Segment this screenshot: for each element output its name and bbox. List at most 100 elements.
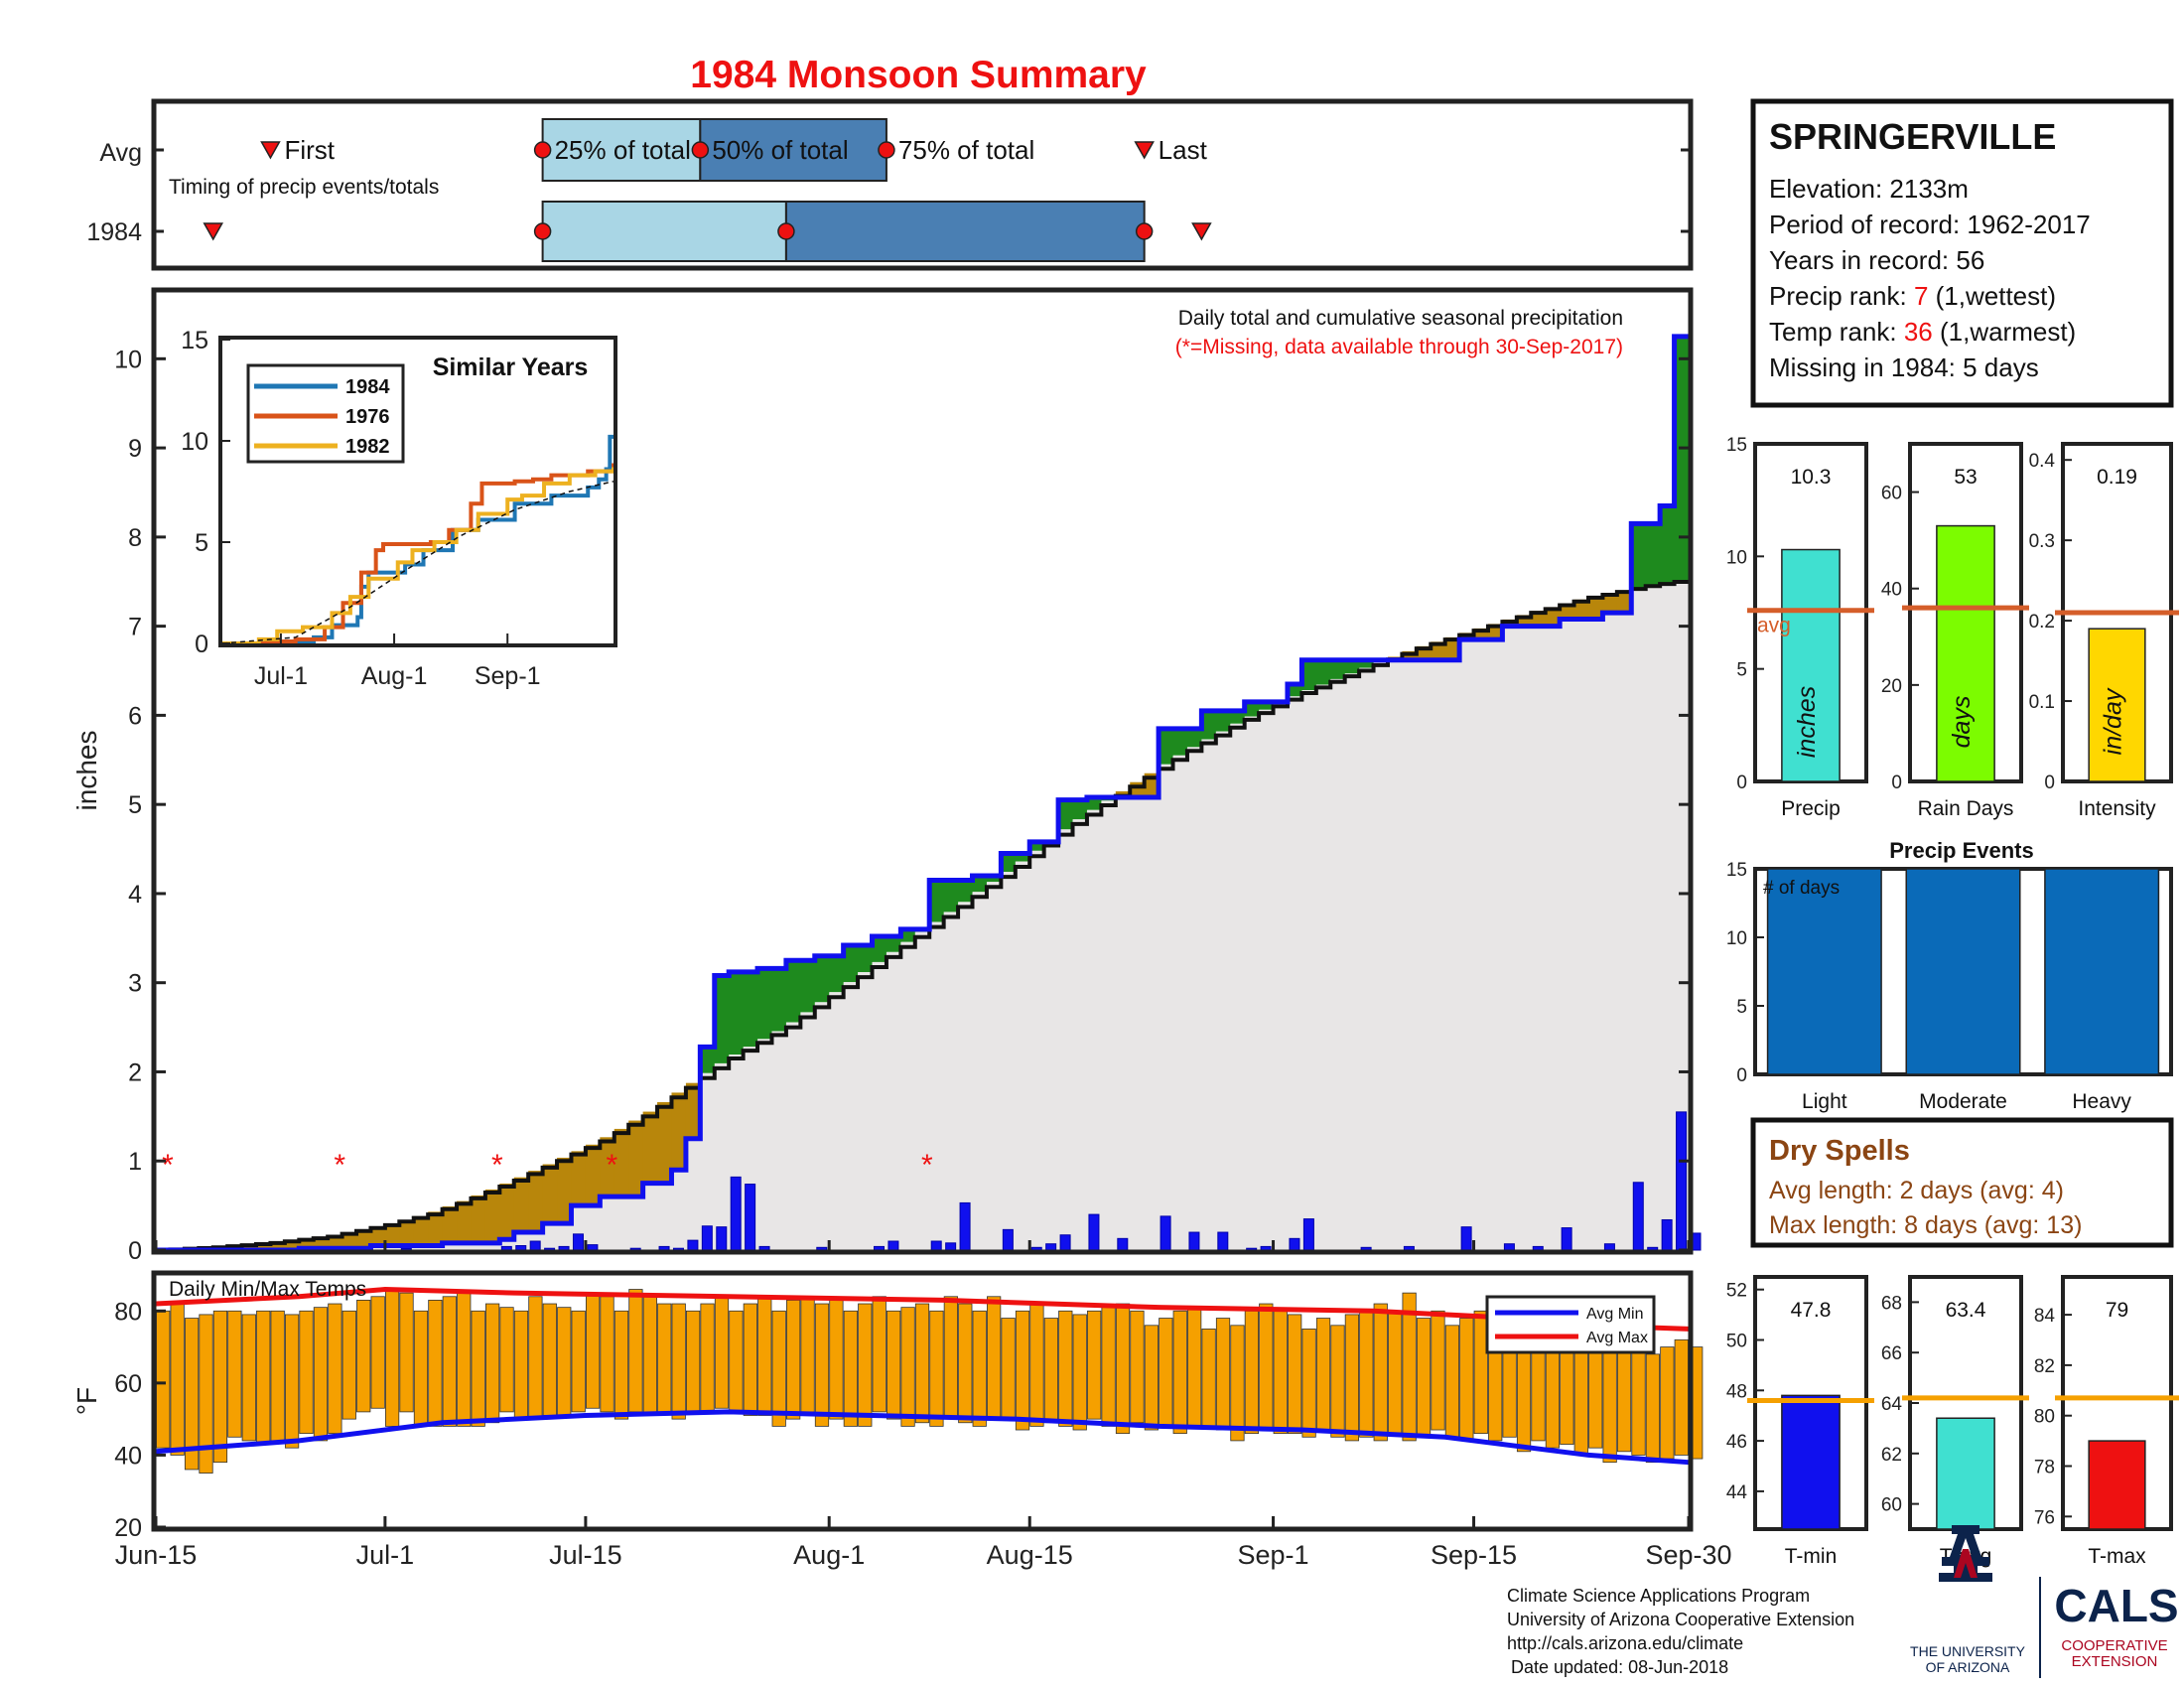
difference-fill bbox=[800, 960, 816, 1013]
avg-cumulative-fill bbox=[1301, 690, 1317, 1250]
daily-temp-bar bbox=[843, 1310, 858, 1427]
daily-precip-bar bbox=[587, 1244, 599, 1251]
difference-fill bbox=[1444, 636, 1460, 660]
temp-summary-tick-label-1: 68 bbox=[1881, 1293, 1902, 1314]
avg-cumulative-fill bbox=[1573, 619, 1589, 1250]
avg-cumulative-fill bbox=[1315, 684, 1331, 1250]
summary-unit-label-0: inches bbox=[1793, 686, 1821, 758]
difference-fill bbox=[442, 1206, 458, 1243]
avg-cumulative-fill bbox=[1344, 673, 1360, 1250]
timing-marks: First Last 25% of total 50% of total 75% of … bbox=[154, 118, 1691, 262]
daily-temp-bar bbox=[1616, 1338, 1632, 1453]
precip-rank-suffix: (1,wettest) bbox=[1928, 281, 2056, 311]
daily-temp-bar bbox=[1172, 1310, 1187, 1435]
avg-cumulative-fill bbox=[900, 941, 916, 1250]
daily-temp-bar bbox=[958, 1303, 973, 1424]
missing-day-marker: * bbox=[334, 1149, 345, 1182]
temperature-frame bbox=[151, 1270, 1694, 1532]
timing-row-1984: 1984 bbox=[86, 218, 142, 246]
avg-cumulative-fill bbox=[929, 921, 945, 1250]
difference-fill bbox=[714, 975, 730, 1063]
cals-sub-line-1: COOPERATIVE bbox=[2061, 1637, 2167, 1654]
daily-precip-bar bbox=[1260, 1245, 1272, 1251]
1984-25-marker bbox=[533, 222, 552, 240]
avg-75-marker bbox=[878, 141, 895, 159]
summary-bar-0 bbox=[1781, 548, 1841, 782]
daily-temp-bar bbox=[428, 1300, 443, 1427]
cals-logo-text: CALS bbox=[2054, 1580, 2178, 1631]
arizona-a-inner-icon bbox=[1954, 1549, 1978, 1578]
precip-y-tick-label: 0 bbox=[128, 1237, 142, 1265]
precip-chart: * * * * * 0 1 2 3 4 5 6 7 8 9 10 inches Daily total an… bbox=[71, 287, 1702, 1265]
daily-precip-bar bbox=[1217, 1231, 1229, 1251]
summary-tick-label-0: 5 bbox=[1736, 660, 1747, 681]
daily-precip-bar bbox=[1503, 1243, 1515, 1251]
temp-y-tick-label: 80 bbox=[114, 1298, 142, 1326]
precip-events-panel: Light Moderate Heavy 0 5 10 15 # of days bbox=[1726, 860, 2173, 1113]
avg-cumulative-fill bbox=[1587, 619, 1603, 1250]
timing-row-avg: Avg bbox=[99, 139, 142, 167]
difference-fill bbox=[972, 875, 988, 893]
precip-note: Daily total and cumulative seasonal prec… bbox=[1178, 307, 1623, 330]
difference-fill bbox=[1359, 659, 1375, 668]
temp-summary-tick-label-2: 82 bbox=[2034, 1356, 2055, 1377]
summary-tick-label-2: 0.2 bbox=[2029, 612, 2055, 633]
inset-line-1982 bbox=[222, 467, 615, 645]
avg-cumulative-fill bbox=[814, 1002, 830, 1250]
station-name: SPRINGERVILLE bbox=[1769, 116, 2056, 157]
temp-summary-tick-label-2: 80 bbox=[2034, 1407, 2055, 1428]
daily-temp-bar bbox=[729, 1310, 744, 1413]
difference-fill bbox=[1029, 841, 1045, 851]
temperature-y-axis: 20 40 60 80 bbox=[114, 1298, 166, 1542]
inset-y-tick-label: 15 bbox=[181, 327, 208, 354]
station-temp-rank: Temp rank: 36 (1,warmest) bbox=[1769, 317, 2076, 347]
daily-precip-bar bbox=[1676, 1111, 1688, 1251]
avg-cumulative-fill bbox=[1459, 639, 1475, 1250]
daily-precip-bar bbox=[529, 1240, 541, 1251]
difference-fill bbox=[528, 1171, 544, 1233]
shared-x-axis: Jun-15 Jul-1 Jul-15 Aug-1 Aug-15 Sep-1 Sep-15 S… bbox=[115, 1516, 1732, 1570]
daily-precip-bar bbox=[1632, 1182, 1644, 1251]
difference-fill bbox=[671, 1092, 687, 1171]
daily-temp-bar bbox=[1416, 1318, 1432, 1438]
legend-label-avg-min: Avg Min bbox=[1586, 1306, 1644, 1323]
difference-fill bbox=[1616, 590, 1632, 614]
difference-fill bbox=[1674, 336, 1690, 581]
temp-y-tick-label: 20 bbox=[114, 1514, 142, 1542]
difference-fill bbox=[1431, 641, 1446, 660]
difference-fill bbox=[428, 1211, 444, 1246]
temperature-title: Daily Min/Max Temps bbox=[169, 1278, 366, 1301]
avg-cumulative-fill bbox=[471, 1242, 486, 1250]
daily-precip-bar bbox=[730, 1176, 742, 1251]
footer-line-url: http://cals.arizona.edu/climate bbox=[1507, 1633, 1743, 1653]
precip-events-title: Precip Events bbox=[1889, 838, 2034, 863]
daily-temp-bar bbox=[829, 1300, 844, 1420]
daily-temp-bar bbox=[1388, 1310, 1403, 1435]
avg-cumulative-fill bbox=[858, 972, 873, 1250]
station-precip-rank: Precip rank: 7 (1,wettest) bbox=[1769, 281, 2056, 311]
inset-y-tick-label: 0 bbox=[195, 631, 208, 658]
1984-quartile-1-box bbox=[541, 201, 787, 262]
precip-y-tick-label: 4 bbox=[128, 881, 142, 909]
difference-fill bbox=[1058, 799, 1074, 830]
daily-precip-bar bbox=[1603, 1243, 1615, 1251]
avg-cumulative-fill bbox=[843, 982, 859, 1250]
footer-line-program: Climate Science Applications Program bbox=[1507, 1586, 1810, 1606]
events-bar-2 bbox=[2044, 868, 2160, 1075]
x-tick-label: Sep-30 bbox=[1645, 1540, 1731, 1570]
difference-fill bbox=[457, 1200, 472, 1243]
avg-cumulative-fill bbox=[1387, 659, 1403, 1250]
daily-temp-bar bbox=[1087, 1310, 1102, 1420]
daily-temp-bar bbox=[1043, 1318, 1058, 1424]
difference-fill bbox=[284, 1240, 300, 1250]
avg-cumulative-fill bbox=[1330, 678, 1346, 1250]
dry-spells-frame bbox=[1750, 1117, 2174, 1248]
avg-cumulative-fill bbox=[442, 1242, 458, 1250]
summary-unit-label-1: days bbox=[1948, 696, 1976, 749]
avg-cumulative-fill bbox=[1545, 626, 1561, 1250]
temp-summary-tick-label-0: 52 bbox=[1726, 1281, 1747, 1302]
events-tick-label: 0 bbox=[1736, 1065, 1747, 1086]
daily-precip-bar bbox=[930, 1240, 942, 1251]
summary-tick-label-2: 0.1 bbox=[2029, 692, 2055, 713]
difference-fill bbox=[1159, 728, 1174, 765]
